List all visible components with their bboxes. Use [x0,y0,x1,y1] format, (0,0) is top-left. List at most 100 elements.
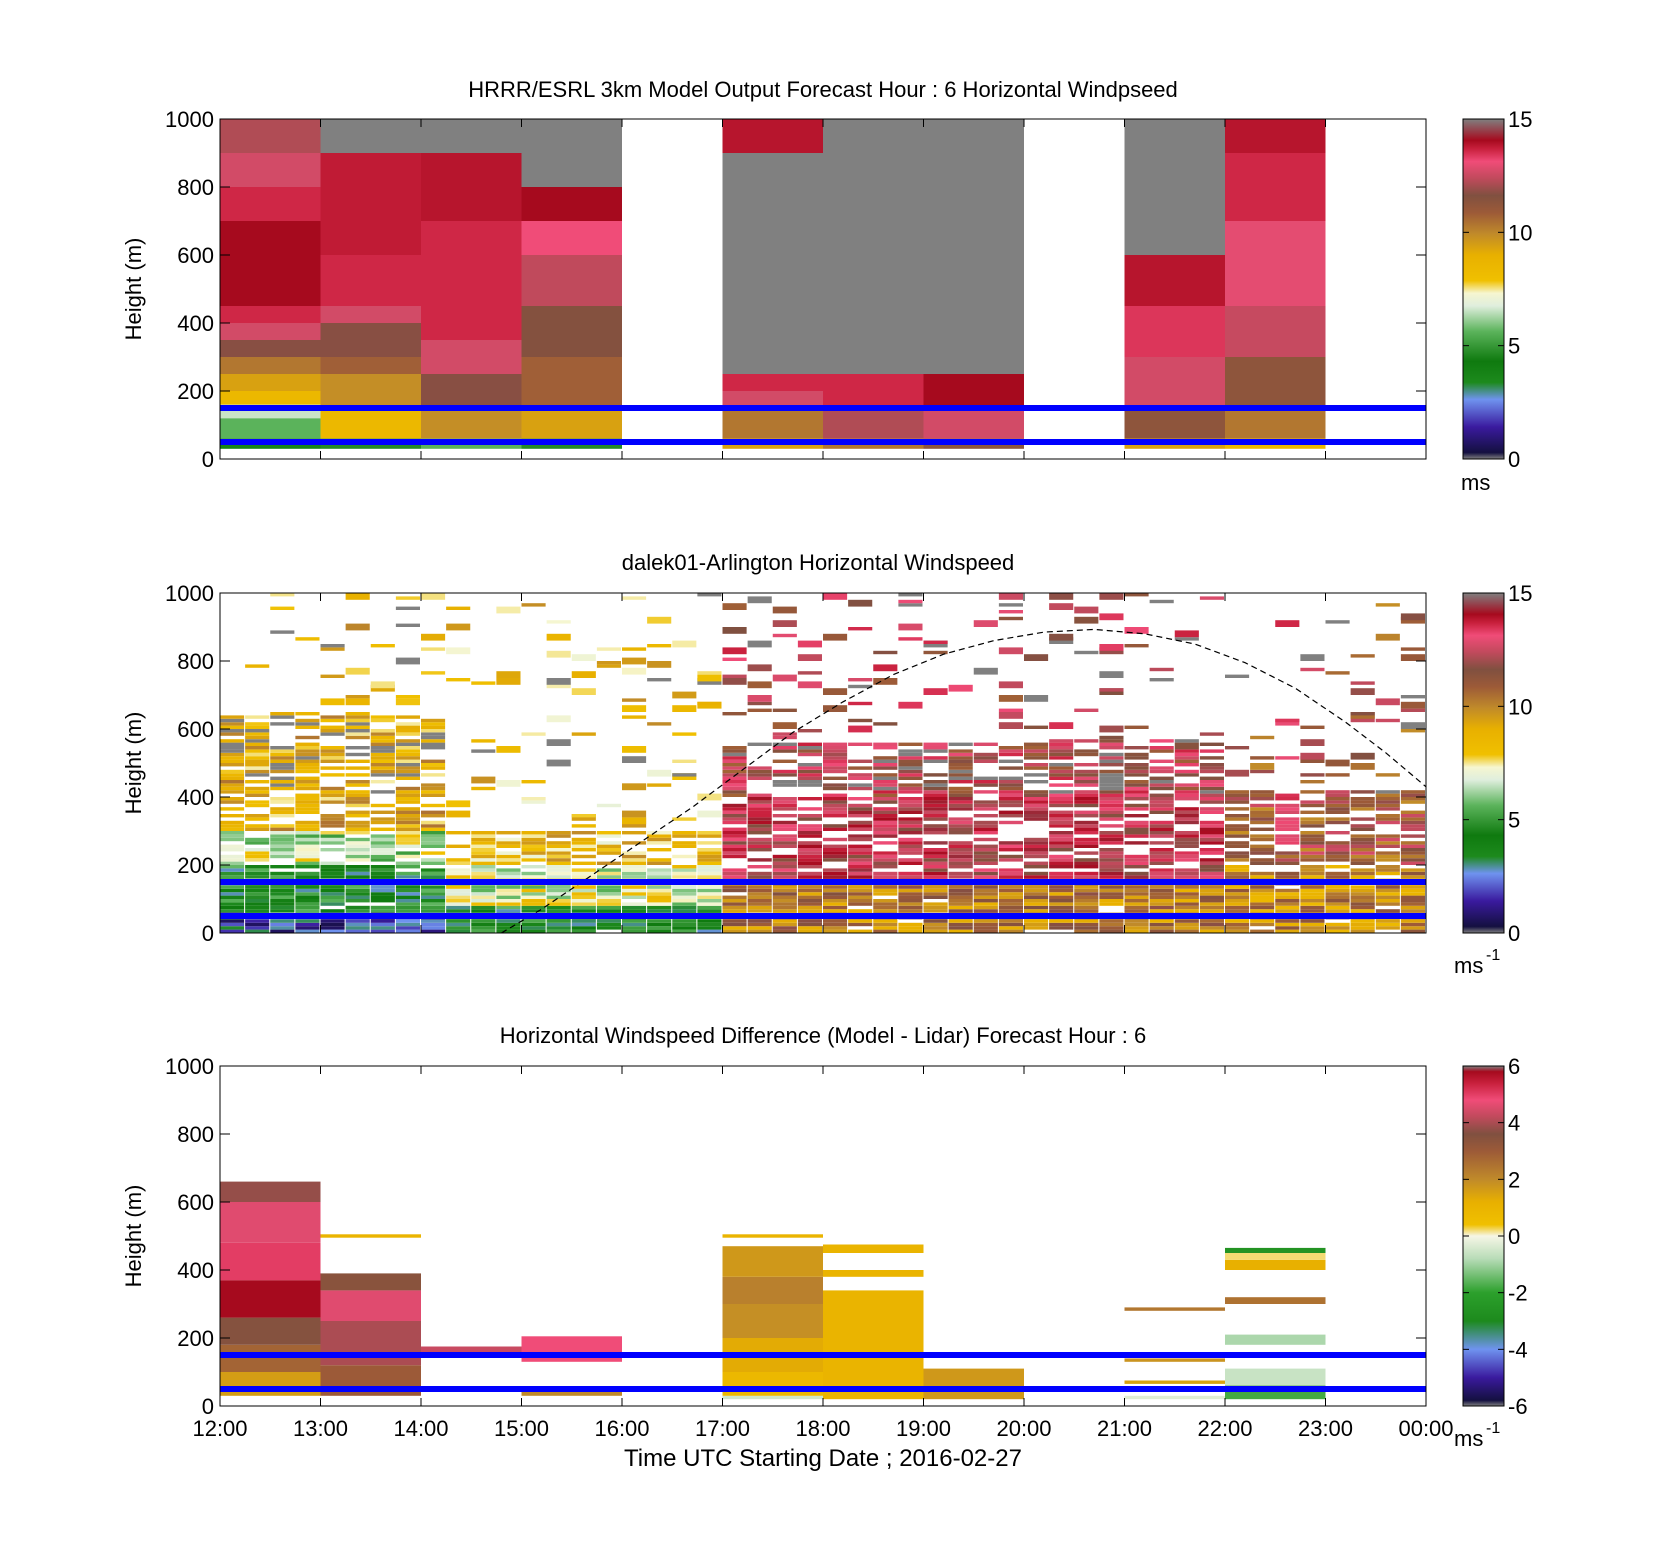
lidar-gate-cell [998,708,1023,712]
lidar-gate-cell [948,773,973,777]
lidar-gate-cell [295,756,320,760]
lidar-gate-cell [596,664,621,668]
lidar-gate-cell [320,752,345,757]
lidar-gate-cell [295,841,320,845]
lidar-gate-cell [370,844,395,848]
lidar-gate-cell [295,637,320,641]
lidar-gate-cell [496,875,521,879]
lidar-gate-cell [1074,909,1099,913]
lidar-gate-cell [622,817,647,821]
lidar-gate-cell [923,790,948,794]
lidar-gate-cell [1099,871,1124,876]
lidar-gate-cell [521,797,546,801]
lidar-gate-cell [998,722,1023,729]
lidar-gate-cell [1074,919,1099,923]
lidar-gate-cell [1074,865,1099,869]
lidar-gate-cell [672,905,697,910]
lidar-gate-cell [1350,919,1375,923]
lidar-gate-cell [898,824,923,828]
lidar-gate-cell [1300,790,1325,794]
lidar-gate-cell [245,919,270,923]
lidar-gate-cell [1074,837,1099,842]
lidar-gate-cell [345,905,370,910]
lidar-gate-cell [1174,752,1199,757]
lidar-gate-cell [546,851,571,855]
lidar-gate-cell [1049,865,1074,869]
lidar-gate-cell [622,868,647,872]
lidar-gate-cell [1099,861,1124,865]
lidar-gate-cell [1024,926,1049,930]
lidar-gate-cell [1024,865,1049,869]
lidar-gate-cell [295,793,320,797]
lidar-gate-cell [772,926,797,930]
lidar-gate-cell [873,800,898,804]
lidar-gate-cell [722,756,747,760]
lidar-gate-cell [848,776,873,780]
lidar-gate-cell [848,814,873,818]
lidar-gate-cell [722,814,747,818]
heatmap-cell [521,255,622,306]
heatmap-cell [1225,1247,1326,1253]
lidar-gate-cell [622,888,647,893]
lidar-gate-cell [1024,905,1049,910]
lidar-gate-cell [873,865,898,869]
lidar-gate-cell [1225,888,1250,893]
lidar-gate-cell [1199,827,1224,831]
lidar-gate-cell [1124,905,1149,910]
lidar-gate-cell [823,919,848,923]
lidar-gate-cell [270,810,295,814]
lidar-gate-cell [848,858,873,862]
lidar-gate-cell [1074,776,1099,780]
lidar-gate-cell [395,749,420,753]
x-tick-label: 17:00 [695,1416,750,1441]
lidar-gate-cell [446,831,471,835]
lidar-gate-cell [395,756,420,760]
lidar-gate-cell [295,810,320,814]
lidar-gate-cell [797,797,822,801]
lidar-gate-cell [823,824,848,828]
lidar-gate-cell [747,664,772,672]
heatmap-cell [521,1390,622,1396]
lidar-gate-cell [923,800,948,804]
lidar-gate-cell [421,919,446,923]
lidar-gate-cell [697,899,722,903]
lidar-gate-cell [948,763,973,767]
lidar-gate-cell [647,644,672,648]
lidar-gate-cell [1350,837,1375,842]
lidar-gate-cell [421,861,446,865]
lidar-gate-cell [772,797,797,801]
lidar-gate-cell [521,865,546,869]
lidar-gate-cell [823,892,848,896]
lidar-gate-cell [1300,909,1325,913]
lidar-gate-cell [873,776,898,780]
lidar-gate-cell [873,810,898,814]
lidar-gate-cell [898,701,923,709]
colorbar-tick-label: 5 [1508,334,1520,359]
lidar-gate-cell [622,851,647,855]
lidar-gate-cell [1099,763,1124,767]
lidar-gate-cell [1225,892,1250,896]
lidar-gate-cell [898,810,923,814]
lidar-gate-cell [622,858,647,862]
lidar-gate-cell [1049,810,1074,814]
lidar-gate-cell [245,800,270,804]
lidar-gate-cell [471,868,496,872]
lidar-gate-cell [1350,807,1375,811]
lidar-gate-cell [1199,909,1224,913]
lidar-gate-cell [848,773,873,777]
lidar-gate-cell [1174,841,1199,845]
lidar-gate-cell [898,929,923,933]
lidar-gate-cell [1149,902,1174,906]
lidar-gate-cell [1250,899,1275,903]
y-tick-label: 1000 [165,581,214,606]
lidar-gate-cell [1099,759,1124,763]
lidar-gate-cell [345,831,370,835]
lidar-gate-cell [898,827,923,831]
lidar-gate-cell [948,848,973,852]
lidar-gate-cell [395,820,420,825]
lidar-gate-cell [546,871,571,876]
lidar-gate-cell [1049,776,1074,780]
lidar-gate-cell [295,783,320,787]
lidar-gate-cell [973,888,998,893]
lidar-gate-cell [973,814,998,818]
